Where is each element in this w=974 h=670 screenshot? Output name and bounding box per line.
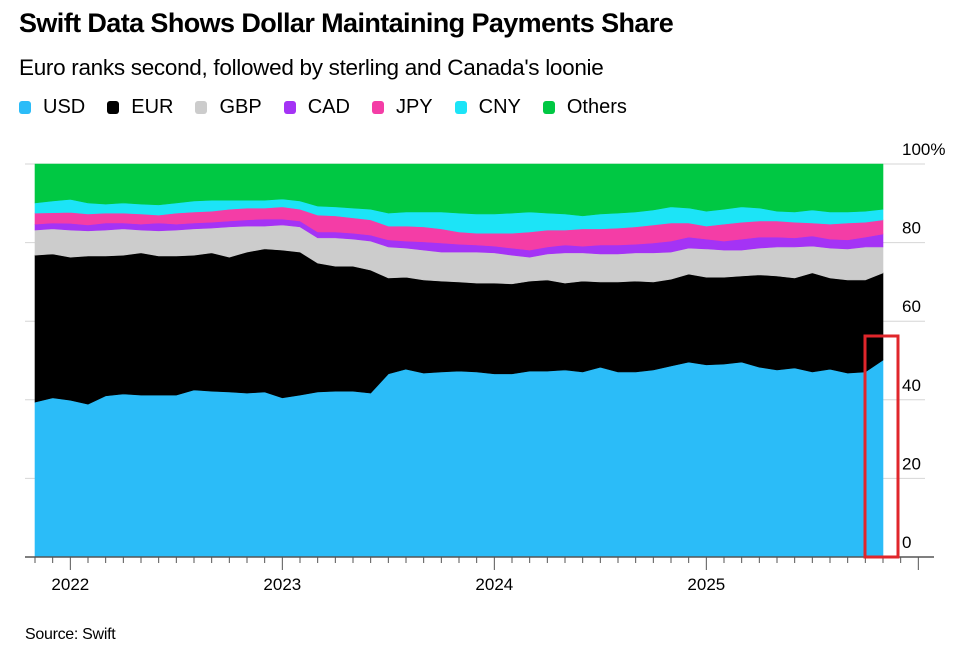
legend-item-cny: CNY <box>454 96 521 119</box>
x-tick-label: 2024 <box>475 575 513 594</box>
chart-subtitle: Euro ranks second, followed by sterling … <box>19 55 604 80</box>
legend-swatch <box>371 101 384 114</box>
legend-swatch <box>454 101 467 114</box>
legend-swatch <box>107 101 120 114</box>
legend-label: CNY <box>478 96 521 118</box>
area-others <box>34 163 884 217</box>
legend-item-others: Others <box>542 96 627 119</box>
y-tick-label: 20 <box>902 454 921 473</box>
x-tick-label: 2023 <box>263 575 301 594</box>
legend-item-eur: EUR <box>107 96 173 119</box>
y-tick-label: 80 <box>902 219 921 238</box>
x-tick-label: 2022 <box>51 575 89 594</box>
chart-title: Swift Data Shows Dollar Maintaining Paym… <box>19 8 674 38</box>
y-tick-label: 60 <box>902 297 921 316</box>
x-tick-label: 2025 <box>687 575 725 594</box>
legend-label: USD <box>43 96 86 118</box>
y-tick-label: 0 <box>902 533 911 552</box>
legend-swatch <box>283 101 296 114</box>
y-tick-label: 40 <box>902 376 921 395</box>
legend-item-usd: USD <box>19 96 85 119</box>
legend-item-cad: CAD <box>283 96 350 119</box>
stacked-area-chart: 0 20 40 60 80 100% 2022 2023 2024 2025 <box>25 140 945 594</box>
legend-item-gbp: GBP <box>195 96 262 119</box>
y-tick-label: 100% <box>902 140 945 159</box>
legend-swatch <box>542 101 555 114</box>
legend-item-jpy: JPY <box>371 96 433 119</box>
legend-label: JPY <box>395 96 433 118</box>
legend-label: GBP <box>219 96 262 118</box>
legend-label: EUR <box>131 96 174 118</box>
source-note: Source: Swift <box>25 626 116 643</box>
legend-label: CAD <box>307 96 350 118</box>
legend-label: Others <box>566 96 627 118</box>
legend-swatch <box>195 101 208 114</box>
legend-swatch <box>19 101 31 114</box>
highlight-box <box>863 334 900 559</box>
legend: USD EUR GBP CAD JPY CNY Others <box>19 96 649 119</box>
